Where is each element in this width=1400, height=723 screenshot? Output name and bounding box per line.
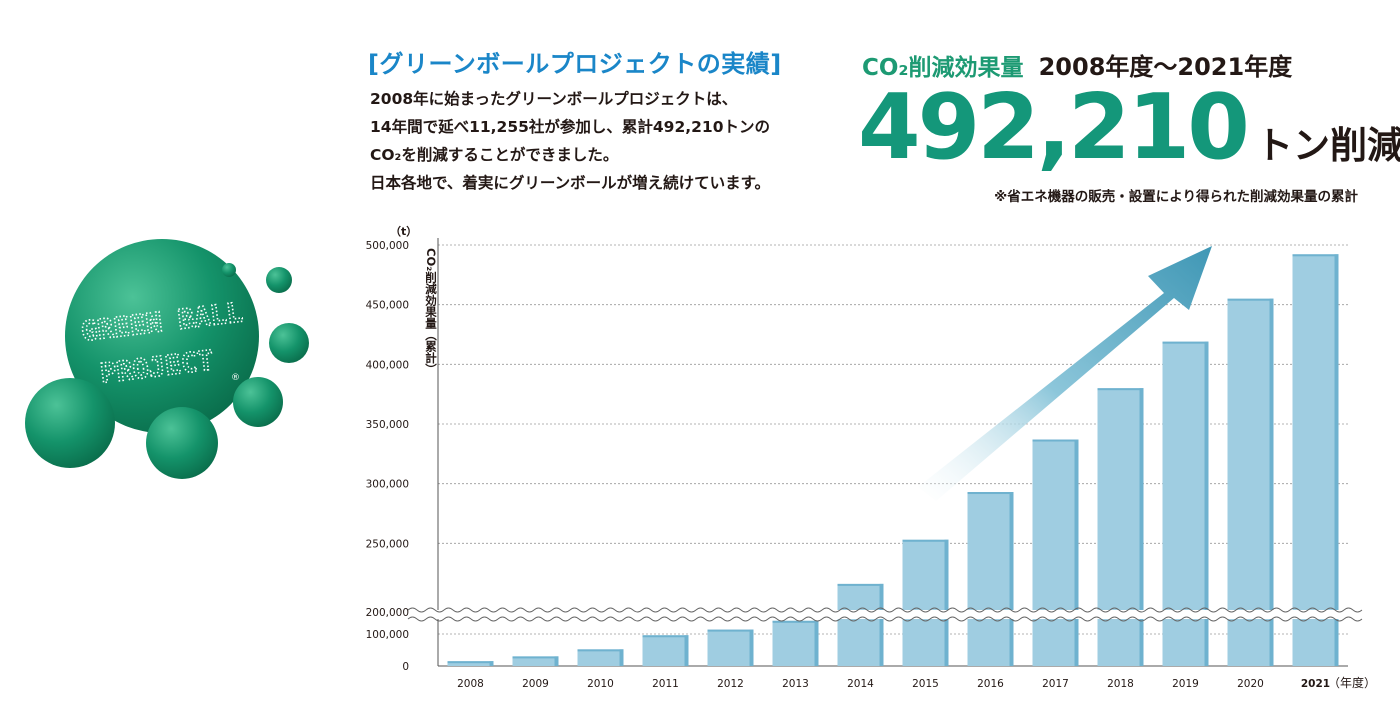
bar bbox=[577, 649, 624, 666]
axis-break-line bbox=[407, 607, 1363, 613]
section-title: [グリーンボールプロジェクトの実績] bbox=[368, 50, 782, 78]
bar-shade bbox=[814, 620, 819, 666]
effect-note: ※省エネ機器の販売・設置により得られた削減効果量の累計 bbox=[994, 189, 1358, 205]
x-tick-label: 2014 bbox=[847, 678, 874, 690]
x-tick-label: 2016 bbox=[977, 678, 1004, 690]
x-tick-label: 2019 bbox=[1172, 678, 1199, 690]
bar-shade bbox=[944, 539, 949, 666]
bar-shade bbox=[684, 635, 689, 666]
bar bbox=[1097, 388, 1144, 666]
bar bbox=[707, 629, 754, 666]
y-tick-label: 250,000 bbox=[366, 538, 409, 550]
y-axis-unit: （t） bbox=[390, 225, 418, 238]
logo-ball-main bbox=[65, 239, 259, 433]
logo-ball-right bbox=[269, 323, 309, 363]
bar-shade bbox=[1139, 388, 1144, 666]
x-tick-label: 2020 bbox=[1237, 678, 1264, 690]
y-tick-label: 400,000 bbox=[366, 359, 409, 371]
description-line: 2008年に始まったグリーンボールプロジェクトは、 bbox=[370, 90, 738, 108]
x-tick-label: 2013 bbox=[782, 678, 809, 690]
bar-top-edge bbox=[447, 661, 494, 664]
trend-arrow bbox=[918, 246, 1212, 501]
bar-top-edge bbox=[967, 492, 1014, 495]
bar bbox=[772, 620, 819, 666]
bar-top-edge bbox=[1097, 388, 1144, 391]
logo-ball-right-mid bbox=[233, 377, 283, 427]
y-tick-label: 200,000 bbox=[366, 607, 409, 619]
bar-top-edge bbox=[512, 656, 559, 659]
bar-top-edge bbox=[642, 635, 689, 638]
x-axis-unit: （年度） bbox=[1328, 676, 1377, 690]
bar bbox=[447, 661, 494, 666]
logo-ball-bottom bbox=[146, 407, 218, 479]
logo-ball-top-right bbox=[266, 267, 292, 293]
bar bbox=[1227, 298, 1274, 666]
bar-shade bbox=[1204, 341, 1209, 666]
logo-registered-mark: ® bbox=[231, 373, 240, 383]
x-tick-label: 2012 bbox=[717, 678, 744, 690]
effect-period: 2008年度～2021年度 bbox=[1038, 53, 1293, 81]
bar bbox=[902, 539, 949, 666]
effect-header: CO₂削減効果量 2008年度～2021年度 bbox=[862, 47, 1292, 82]
x-tick-label: 2015 bbox=[912, 678, 939, 690]
x-tick-label: 2008 bbox=[457, 678, 484, 690]
logo-ball-left bbox=[25, 378, 115, 468]
bar-shade bbox=[749, 629, 754, 666]
section-description: 2008年に始まったグリーンボールプロジェクトは、 14年間で延べ11,255社… bbox=[370, 85, 770, 197]
y-tick-label: 0 bbox=[402, 661, 409, 673]
x-tick-label: 2017 bbox=[1042, 678, 1069, 690]
green-ball-project-logo: GREEN BALL PROJECT ® bbox=[20, 236, 320, 486]
bar bbox=[642, 635, 689, 666]
bar bbox=[837, 583, 884, 666]
x-tick-label: 2011 bbox=[652, 678, 679, 690]
effect-total-unit: トン削減 bbox=[1256, 124, 1400, 167]
bar bbox=[1032, 439, 1079, 666]
bar bbox=[1292, 254, 1339, 666]
bar-top-edge bbox=[1162, 341, 1209, 344]
axis-break-band bbox=[408, 610, 1353, 619]
bar bbox=[512, 656, 559, 666]
y-axis-label: CO₂削減効果量（累計） bbox=[424, 248, 438, 375]
description-line: 14年間で延べ11,255社が参加し、累計492,210トンの bbox=[370, 118, 770, 136]
bar-shade bbox=[489, 661, 494, 666]
axis-break-line bbox=[407, 616, 1363, 622]
y-tick-label: 500,000 bbox=[366, 240, 409, 252]
bar-shade bbox=[554, 656, 559, 666]
bar-shade bbox=[1009, 492, 1014, 666]
effect-total-number: 492,210 bbox=[858, 75, 1250, 180]
x-tick-label: 2021 bbox=[1301, 678, 1330, 690]
y-tick-label: 300,000 bbox=[366, 479, 409, 491]
bar-shade bbox=[879, 583, 884, 666]
bar-shade bbox=[1269, 298, 1274, 666]
x-tick-label: 2018 bbox=[1107, 678, 1134, 690]
y-tick-label: 350,000 bbox=[366, 419, 409, 431]
bar-top-edge bbox=[1227, 298, 1274, 301]
bar-top-edge bbox=[772, 620, 819, 623]
x-tick-label: 2010 bbox=[587, 678, 614, 690]
effect-label: CO₂削減効果量 bbox=[862, 55, 1024, 81]
bar-top-edge bbox=[902, 539, 949, 542]
bar-shade bbox=[619, 649, 624, 666]
bar-shade bbox=[1334, 254, 1339, 666]
bar-top-edge bbox=[1032, 439, 1079, 442]
bar-top-edge bbox=[707, 629, 754, 632]
y-tick-label: 100,000 bbox=[366, 629, 409, 641]
bar-top-edge bbox=[1292, 254, 1339, 257]
description-line: 日本各地で、着実にグリーンボールが増え続けています。 bbox=[370, 174, 771, 192]
description-line: CO₂を削減することができました。 bbox=[370, 146, 619, 164]
logo-ball-tiny bbox=[222, 263, 236, 277]
y-tick-label: 450,000 bbox=[366, 300, 409, 312]
effect-total: 492,210 トン削減 bbox=[858, 80, 1400, 201]
bar-top-edge bbox=[837, 583, 884, 586]
bar-shade bbox=[1074, 439, 1079, 666]
bar bbox=[967, 492, 1014, 666]
bar-top-edge bbox=[577, 649, 624, 652]
x-tick-label: 2009 bbox=[522, 678, 549, 690]
